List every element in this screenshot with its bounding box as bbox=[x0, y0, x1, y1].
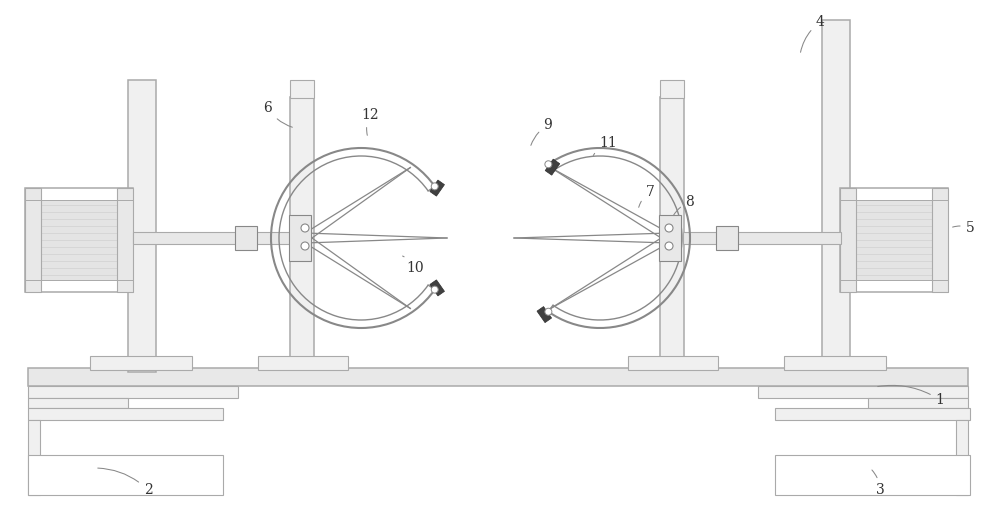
Bar bbox=[545, 159, 560, 175]
Text: 3: 3 bbox=[872, 470, 884, 497]
Text: 12: 12 bbox=[361, 108, 379, 135]
Bar bbox=[868, 398, 968, 408]
Text: 9: 9 bbox=[531, 118, 552, 145]
Circle shape bbox=[665, 224, 673, 232]
Bar bbox=[659, 215, 681, 261]
Bar bbox=[660, 97, 684, 369]
Bar bbox=[235, 226, 257, 250]
Bar bbox=[290, 80, 314, 98]
Bar bbox=[28, 386, 238, 398]
Bar bbox=[855, 200, 933, 280]
Bar bbox=[784, 356, 886, 370]
Circle shape bbox=[301, 242, 309, 250]
Bar bbox=[660, 80, 684, 98]
Bar bbox=[822, 20, 850, 370]
Bar bbox=[840, 188, 856, 292]
Bar bbox=[25, 188, 133, 292]
Bar bbox=[117, 188, 133, 292]
Bar bbox=[28, 420, 40, 495]
Bar bbox=[758, 386, 968, 398]
Bar bbox=[716, 226, 738, 250]
Text: 6: 6 bbox=[264, 101, 292, 127]
Bar bbox=[956, 420, 968, 495]
Bar bbox=[775, 455, 970, 495]
Text: 4: 4 bbox=[801, 15, 824, 52]
Bar bbox=[28, 368, 968, 386]
Text: 2: 2 bbox=[98, 468, 152, 497]
Bar bbox=[430, 180, 444, 196]
Bar bbox=[258, 356, 348, 370]
Bar bbox=[430, 280, 444, 296]
Circle shape bbox=[545, 161, 552, 168]
Circle shape bbox=[665, 242, 673, 250]
Bar bbox=[290, 97, 314, 369]
Bar bbox=[40, 200, 118, 280]
Text: 5: 5 bbox=[953, 221, 974, 235]
Bar bbox=[628, 356, 718, 370]
Bar bbox=[133, 232, 291, 244]
Circle shape bbox=[431, 183, 438, 190]
Bar bbox=[289, 215, 311, 261]
Bar bbox=[775, 408, 970, 420]
Bar bbox=[683, 232, 841, 244]
Bar bbox=[90, 356, 192, 370]
Bar bbox=[28, 455, 223, 495]
Circle shape bbox=[545, 308, 552, 315]
Text: 11: 11 bbox=[593, 136, 617, 156]
Bar bbox=[28, 398, 128, 408]
Bar bbox=[840, 188, 948, 292]
Circle shape bbox=[301, 224, 309, 232]
Bar bbox=[25, 188, 41, 292]
Bar bbox=[537, 307, 552, 323]
Bar bbox=[28, 408, 223, 420]
Text: 10: 10 bbox=[403, 256, 424, 275]
Text: 7: 7 bbox=[639, 185, 654, 207]
Bar bbox=[932, 188, 948, 292]
Text: 1: 1 bbox=[878, 386, 944, 407]
Bar bbox=[128, 80, 156, 372]
Text: 8: 8 bbox=[673, 195, 694, 215]
Circle shape bbox=[431, 286, 438, 293]
